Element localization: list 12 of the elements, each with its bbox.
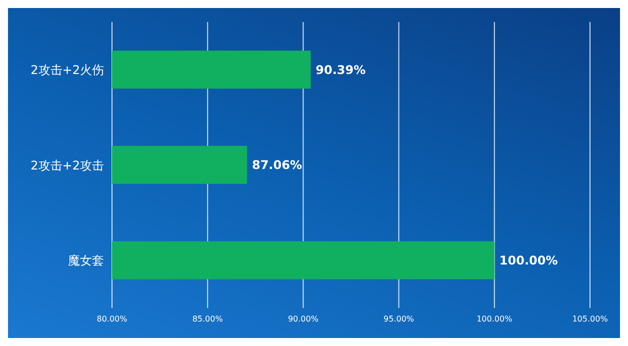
y-tick-label: 2攻击+2攻击: [30, 158, 104, 172]
x-tick-label: 85.00%: [192, 314, 224, 324]
x-tick-label: 90.00%: [288, 314, 319, 324]
y-tick-label: 2攻击+2火伤: [30, 62, 104, 77]
x-tick-label: 80.00%: [96, 314, 128, 324]
y-tick-label: 魔女套: [68, 254, 104, 268]
data-label: 100.00%: [499, 254, 558, 268]
data-label: 90.39%: [316, 62, 366, 77]
data-label: 87.06%: [252, 158, 302, 172]
x-tick-label: 95.00%: [384, 314, 414, 324]
x-tick-label: 105.00%: [572, 314, 608, 324]
x-tick-label: 100.00%: [476, 314, 513, 324]
